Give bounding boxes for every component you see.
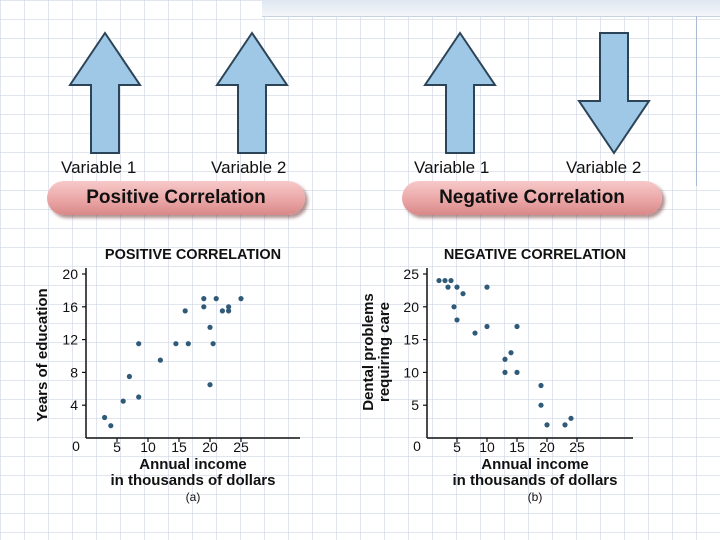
chart-a-y-tick-label: 16 [62, 299, 78, 315]
positive-correlation-caption: Positive Correlation [47, 181, 305, 215]
positive-correlation-scatter-chart: POSITIVE CORRELATION Years of education … [34, 247, 300, 504]
chart-a-y-tick-label: 4 [70, 397, 78, 413]
chart-b-data-point [514, 323, 520, 330]
chart-a-data-point [136, 341, 142, 347]
chart-a-data-point [126, 373, 132, 380]
right-decorative-rule [696, 16, 697, 186]
chart-b-y-axis-label-line1: Dental problems [360, 293, 377, 411]
chart-b-data-point [445, 284, 451, 290]
chart-a-origin-label: 0 [72, 438, 80, 454]
chart-a-y-tick-label: 8 [70, 364, 78, 380]
chart-a-data-point [182, 308, 188, 314]
left-variable-2-label: Variable 2 [211, 158, 287, 177]
chart-b-data-point [460, 291, 466, 297]
chart-a-x-tick-label: 20 [202, 439, 218, 455]
chart-b-data-point [514, 369, 520, 375]
arrow-down-icon [577, 32, 651, 155]
chart-a-data-point [226, 308, 232, 314]
chart-a-data-point [201, 304, 207, 310]
chart-a-data-point [238, 296, 244, 302]
chart-b-x-tick-label: 10 [479, 439, 495, 455]
chart-b-data-point [562, 422, 568, 428]
chart-b-data-point [484, 323, 490, 330]
chart-b-data-point [454, 317, 460, 323]
chart-b-data-point [442, 277, 448, 284]
chart-b-data-point [538, 402, 544, 408]
chart-b-y-tick-label: 5 [411, 397, 419, 413]
chart-a-data-point [213, 296, 219, 302]
chart-a-x-tick-label: 10 [140, 439, 156, 455]
chart-a-subcaption: (a) [186, 490, 201, 504]
chart-a-x-axis-label-line1: Annual income [139, 456, 247, 473]
chart-a-data-point [157, 357, 163, 363]
chart-b-data-point [472, 330, 478, 336]
chart-a-data-point [226, 304, 232, 310]
chart-b-x-tick-label: 5 [453, 439, 461, 455]
chart-b-data-point [538, 382, 544, 389]
chart-b-title: NEGATIVE CORRELATION [444, 247, 626, 263]
chart-b-y-axis-label-line2: requiring care [376, 302, 393, 402]
chart-a-data-point [185, 341, 191, 347]
arrow-up-icon [215, 31, 289, 154]
chart-b-origin-label: 0 [413, 438, 421, 454]
chart-a-x-axis-label-line2: in thousands of dollars [110, 472, 275, 489]
chart-b-data-point [544, 422, 550, 428]
chart-b-data-point [448, 277, 454, 284]
chart-a-data-point [173, 341, 179, 347]
chart-a-title: POSITIVE CORRELATION [105, 247, 281, 263]
negative-correlation-caption: Negative Correlation [402, 181, 662, 215]
chart-b-data-point [451, 304, 457, 310]
chart-b-y-tick-label: 10 [403, 364, 419, 380]
chart-b-data-point [436, 277, 442, 284]
chart-a-x-tick-label: 15 [171, 439, 187, 455]
chart-a-y-axis-label: Years of education [34, 288, 51, 421]
chart-a-data-point [108, 423, 114, 429]
chart-a-data-point [136, 394, 142, 400]
right-variable-2-label: Variable 2 [566, 158, 642, 177]
chart-b-data-point [568, 415, 574, 421]
chart-b-y-tick-label: 25 [403, 266, 419, 282]
chart-a-y-tick-label: 12 [62, 332, 78, 348]
chart-a-data-point [210, 341, 216, 347]
chart-a-data-point [120, 398, 126, 404]
chart-b-y-tick-label: 15 [403, 332, 419, 348]
chart-b-x-axis-label-line2: in thousands of dollars [452, 472, 617, 489]
chart-b-data-point [502, 356, 508, 362]
right-variable-1-label: Variable 1 [414, 158, 490, 177]
chart-a-data-point [201, 296, 207, 302]
arrow-up-icon [423, 31, 497, 154]
chart-b-data-point [454, 284, 460, 290]
chart-b-subcaption: (b) [528, 490, 543, 504]
chart-b-data-point [508, 350, 514, 356]
chart-a-x-tick-label: 25 [233, 439, 249, 455]
chart-a-data-point [219, 308, 225, 314]
chart-b-data-point [502, 369, 508, 375]
chart-a-x-tick-label: 5 [113, 439, 121, 455]
chart-a-data-point [207, 382, 213, 388]
left-variable-1-label: Variable 1 [61, 158, 137, 177]
chart-b-data-point [484, 284, 490, 290]
negative-correlation-scatter-chart: NEGATIVE CORRELATION Dental problems req… [360, 247, 633, 504]
chart-b-x-tick-label: 25 [569, 439, 585, 455]
chart-b-x-tick-label: 20 [539, 439, 555, 455]
arrow-up-icon [68, 31, 142, 154]
top-decorative-band [262, 0, 720, 17]
chart-b-x-axis-label-line1: Annual income [481, 456, 589, 473]
chart-b-x-tick-label: 15 [509, 439, 525, 455]
chart-a-y-tick-label: 20 [62, 266, 78, 282]
chart-b-y-tick-label: 20 [403, 299, 419, 315]
chart-a-data-point [102, 414, 108, 421]
chart-a-data-point [207, 324, 213, 330]
